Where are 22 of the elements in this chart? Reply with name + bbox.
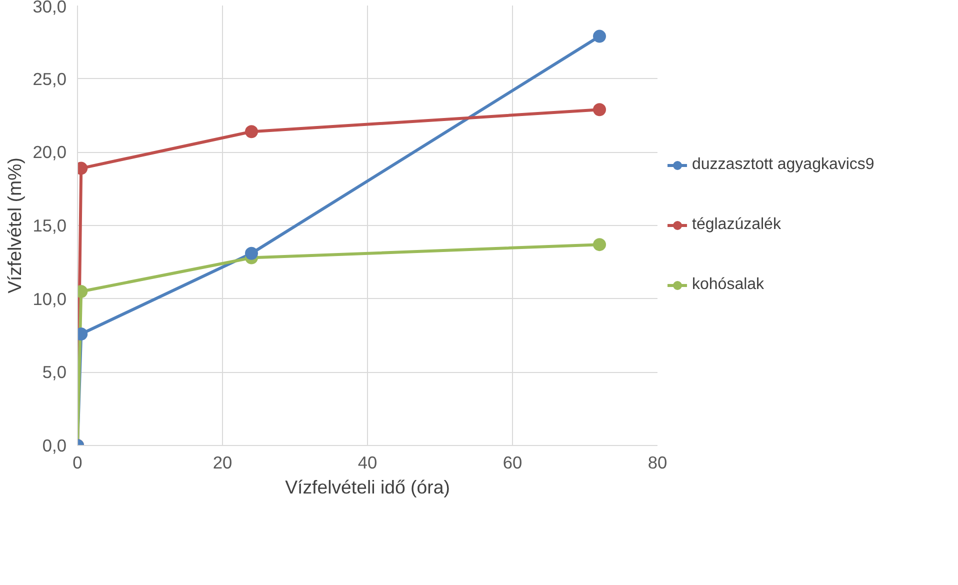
x-tick-label: 20 [212, 452, 232, 472]
x-tick-label: 80 [648, 452, 668, 472]
x-tick-label: 40 [358, 452, 378, 472]
legend-label: téglazúzalék [692, 216, 781, 234]
point [245, 246, 258, 260]
point [593, 238, 606, 252]
y-tick-label: 15,0 [32, 216, 67, 236]
x-tick-label: 0 [72, 452, 82, 472]
point [593, 103, 606, 116]
legend-label: duzzasztott agyagkavics9 [692, 156, 874, 174]
y-tick-label: 0,0 [42, 436, 67, 456]
y-tick-label: 10,0 [32, 288, 67, 309]
y-tick-label: 20,0 [32, 142, 67, 162]
y-tick-label: 5,0 [42, 362, 67, 382]
x-tick-label: 60 [502, 452, 522, 472]
y-axis-title: Vízfelvétel (m%) [4, 158, 25, 294]
point [593, 30, 606, 43]
point [245, 125, 258, 138]
x-axis-title: Vízfelvételi idő (óra) [285, 476, 450, 498]
y-tick-label: 30,0 [32, 0, 67, 16]
legend-label: kohósalak [692, 276, 764, 294]
y-tick-label: 25,0 [32, 68, 67, 89]
